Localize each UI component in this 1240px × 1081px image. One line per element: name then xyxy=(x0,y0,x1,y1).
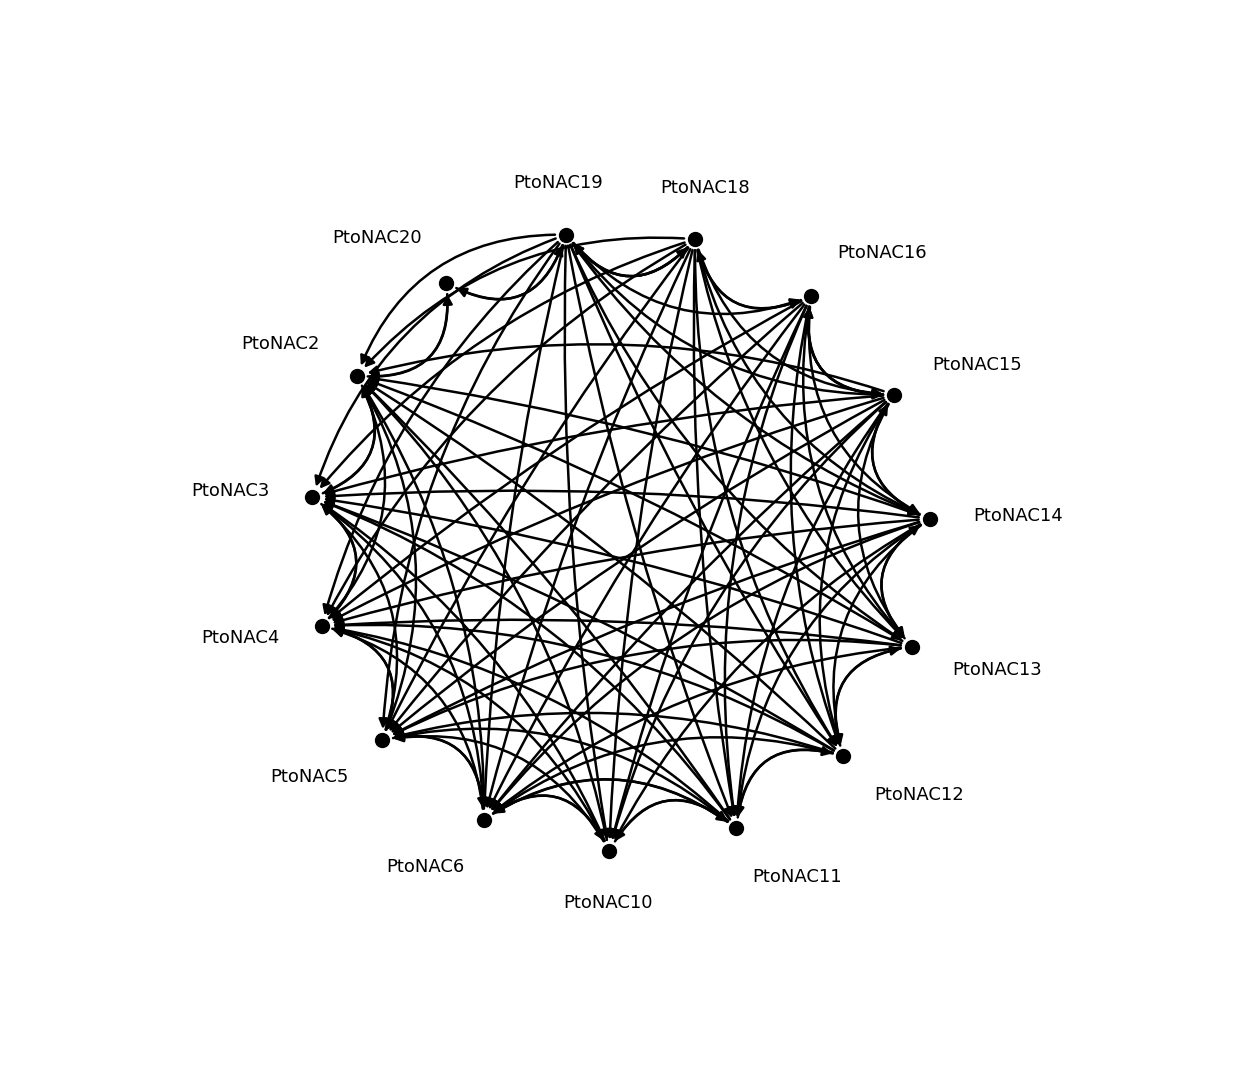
Text: PtoNAC2: PtoNAC2 xyxy=(242,335,320,353)
Text: PtoNAC3: PtoNAC3 xyxy=(191,482,270,501)
Text: PtoNAC15: PtoNAC15 xyxy=(932,357,1022,374)
Text: PtoNAC18: PtoNAC18 xyxy=(661,179,750,198)
Text: PtoNAC11: PtoNAC11 xyxy=(753,868,842,886)
Text: PtoNAC20: PtoNAC20 xyxy=(332,229,423,248)
Text: PtoNAC6: PtoNAC6 xyxy=(387,858,465,877)
Text: PtoNAC16: PtoNAC16 xyxy=(838,244,928,262)
Text: PtoNAC10: PtoNAC10 xyxy=(563,894,652,912)
Text: PtoNAC19: PtoNAC19 xyxy=(513,174,604,192)
Text: PtoNAC14: PtoNAC14 xyxy=(973,507,1063,525)
Text: PtoNAC12: PtoNAC12 xyxy=(874,786,965,804)
Text: PtoNAC5: PtoNAC5 xyxy=(270,768,350,786)
Text: PtoNAC13: PtoNAC13 xyxy=(952,662,1042,680)
Text: PtoNAC4: PtoNAC4 xyxy=(202,629,280,648)
